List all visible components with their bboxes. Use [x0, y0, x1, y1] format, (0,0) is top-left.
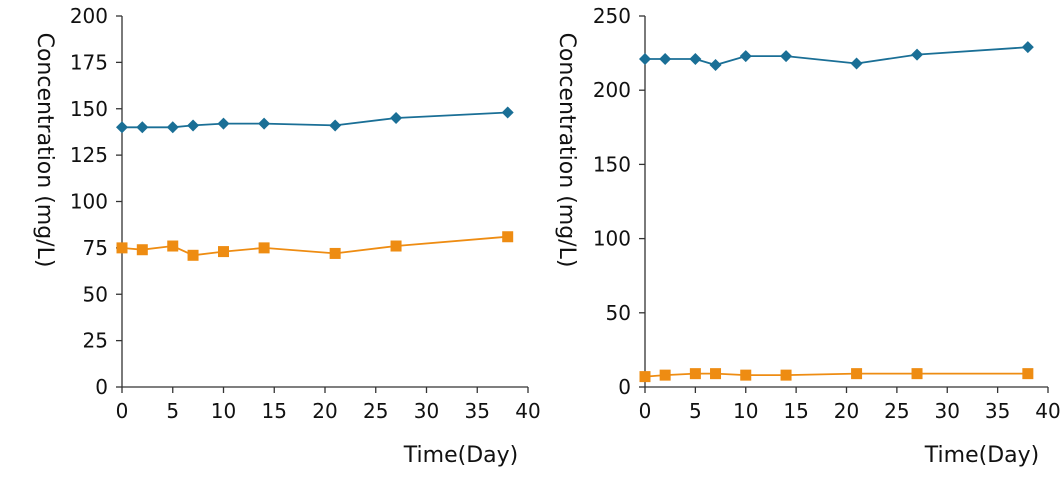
- x-tick-label: 25: [363, 399, 388, 423]
- series-2-point: [258, 242, 270, 254]
- series-2-point: [780, 369, 792, 381]
- right-chart: 0 50 100 150 200 250 0 5 10 15 20 25 30 35 40 Time(Day)…: [554, 4, 1061, 468]
- x-tick-label: 15: [262, 399, 287, 423]
- series-1-point: [739, 50, 752, 63]
- series-1-point: [136, 121, 149, 134]
- y-tick-label: 50: [606, 301, 631, 325]
- series-1-point: [659, 53, 672, 66]
- series-1-line: [645, 46, 1028, 66]
- series-2-point: [659, 369, 671, 381]
- y-tick-label: 200: [70, 4, 108, 28]
- x-tick-label: 30: [414, 399, 439, 423]
- y-tick-label: 50: [83, 282, 108, 306]
- x-tick-label: 35: [985, 399, 1010, 423]
- y-tick-label: 100: [593, 227, 631, 251]
- series-2-point: [116, 242, 128, 254]
- x-tick-label: 20: [312, 399, 337, 423]
- x-tick-label: 0: [639, 399, 652, 423]
- x-tick-label: 10: [211, 399, 236, 423]
- series-1-point: [850, 57, 863, 70]
- series-1-point: [116, 121, 128, 134]
- y-tick-label: 100: [70, 190, 108, 214]
- y-tick-label: 0: [618, 375, 631, 399]
- y-axis-title: Concentration (mg/L): [32, 33, 57, 268]
- left-chart: 0 25 50 75 100 125 150 175 200 0 5 10 15 20 25 30 35 40 Ti…: [32, 4, 541, 468]
- series-1-point: [329, 119, 342, 132]
- x-axis-title: Time(Day): [403, 443, 518, 468]
- series-1-point: [709, 58, 722, 71]
- y-tick-label: 25: [83, 329, 108, 353]
- x-tick-label: 40: [1035, 399, 1060, 423]
- series-2-point: [167, 240, 179, 252]
- series-1-point: [217, 117, 230, 130]
- x-tick-label: 0: [116, 399, 129, 423]
- y-tick-label: 75: [83, 236, 108, 260]
- series-1-point: [911, 48, 924, 61]
- x-tick-label: 20: [834, 399, 859, 423]
- series-1-point: [689, 53, 702, 66]
- series-1-point: [166, 121, 179, 134]
- series-2-point: [639, 371, 651, 383]
- x-tick-label: 5: [166, 399, 179, 423]
- series-2-point: [218, 246, 229, 258]
- series-1-point: [390, 112, 403, 125]
- x-tick-label: 10: [733, 399, 758, 423]
- x-tick-label: 5: [689, 399, 702, 423]
- y-tick-label: 250: [593, 4, 631, 28]
- series-2-point: [390, 240, 402, 252]
- x-tick-label: 40: [515, 399, 540, 423]
- series-2-point: [329, 247, 341, 259]
- series-1-point: [258, 117, 271, 130]
- y-tick-label: 175: [70, 50, 108, 74]
- y-tick-label: 200: [593, 78, 631, 102]
- series-2-point: [689, 368, 701, 380]
- y-tick-label: 125: [70, 143, 108, 167]
- series-2-point: [187, 249, 199, 261]
- y-tick-label: 150: [70, 97, 108, 121]
- series-2-point: [1022, 368, 1034, 380]
- series-1-point: [639, 53, 651, 66]
- y-tick-label: 0: [95, 375, 108, 399]
- series-1-point: [780, 50, 793, 63]
- series-2-point: [740, 369, 752, 381]
- x-tick-label: 30: [935, 399, 960, 423]
- x-tick-label: 35: [465, 399, 490, 423]
- series-1-point: [187, 119, 200, 132]
- series-2-point: [502, 231, 514, 243]
- series-1-line: [122, 111, 508, 129]
- x-tick-label: 15: [783, 399, 808, 423]
- series-2-line: [644, 372, 1028, 378]
- series-2-line: [121, 235, 508, 257]
- series-2-point: [710, 368, 722, 380]
- y-tick-label: 150: [593, 152, 631, 176]
- series-1-point: [1021, 41, 1034, 54]
- x-tick-label: 25: [884, 399, 909, 423]
- series-2-point: [851, 368, 863, 380]
- x-axis-title: Time(Day): [924, 443, 1039, 468]
- series-2-point: [911, 368, 923, 380]
- series-2-point: [136, 244, 148, 256]
- series-1-point: [501, 106, 514, 119]
- y-axis-title: Concentration (mg/L): [554, 33, 579, 268]
